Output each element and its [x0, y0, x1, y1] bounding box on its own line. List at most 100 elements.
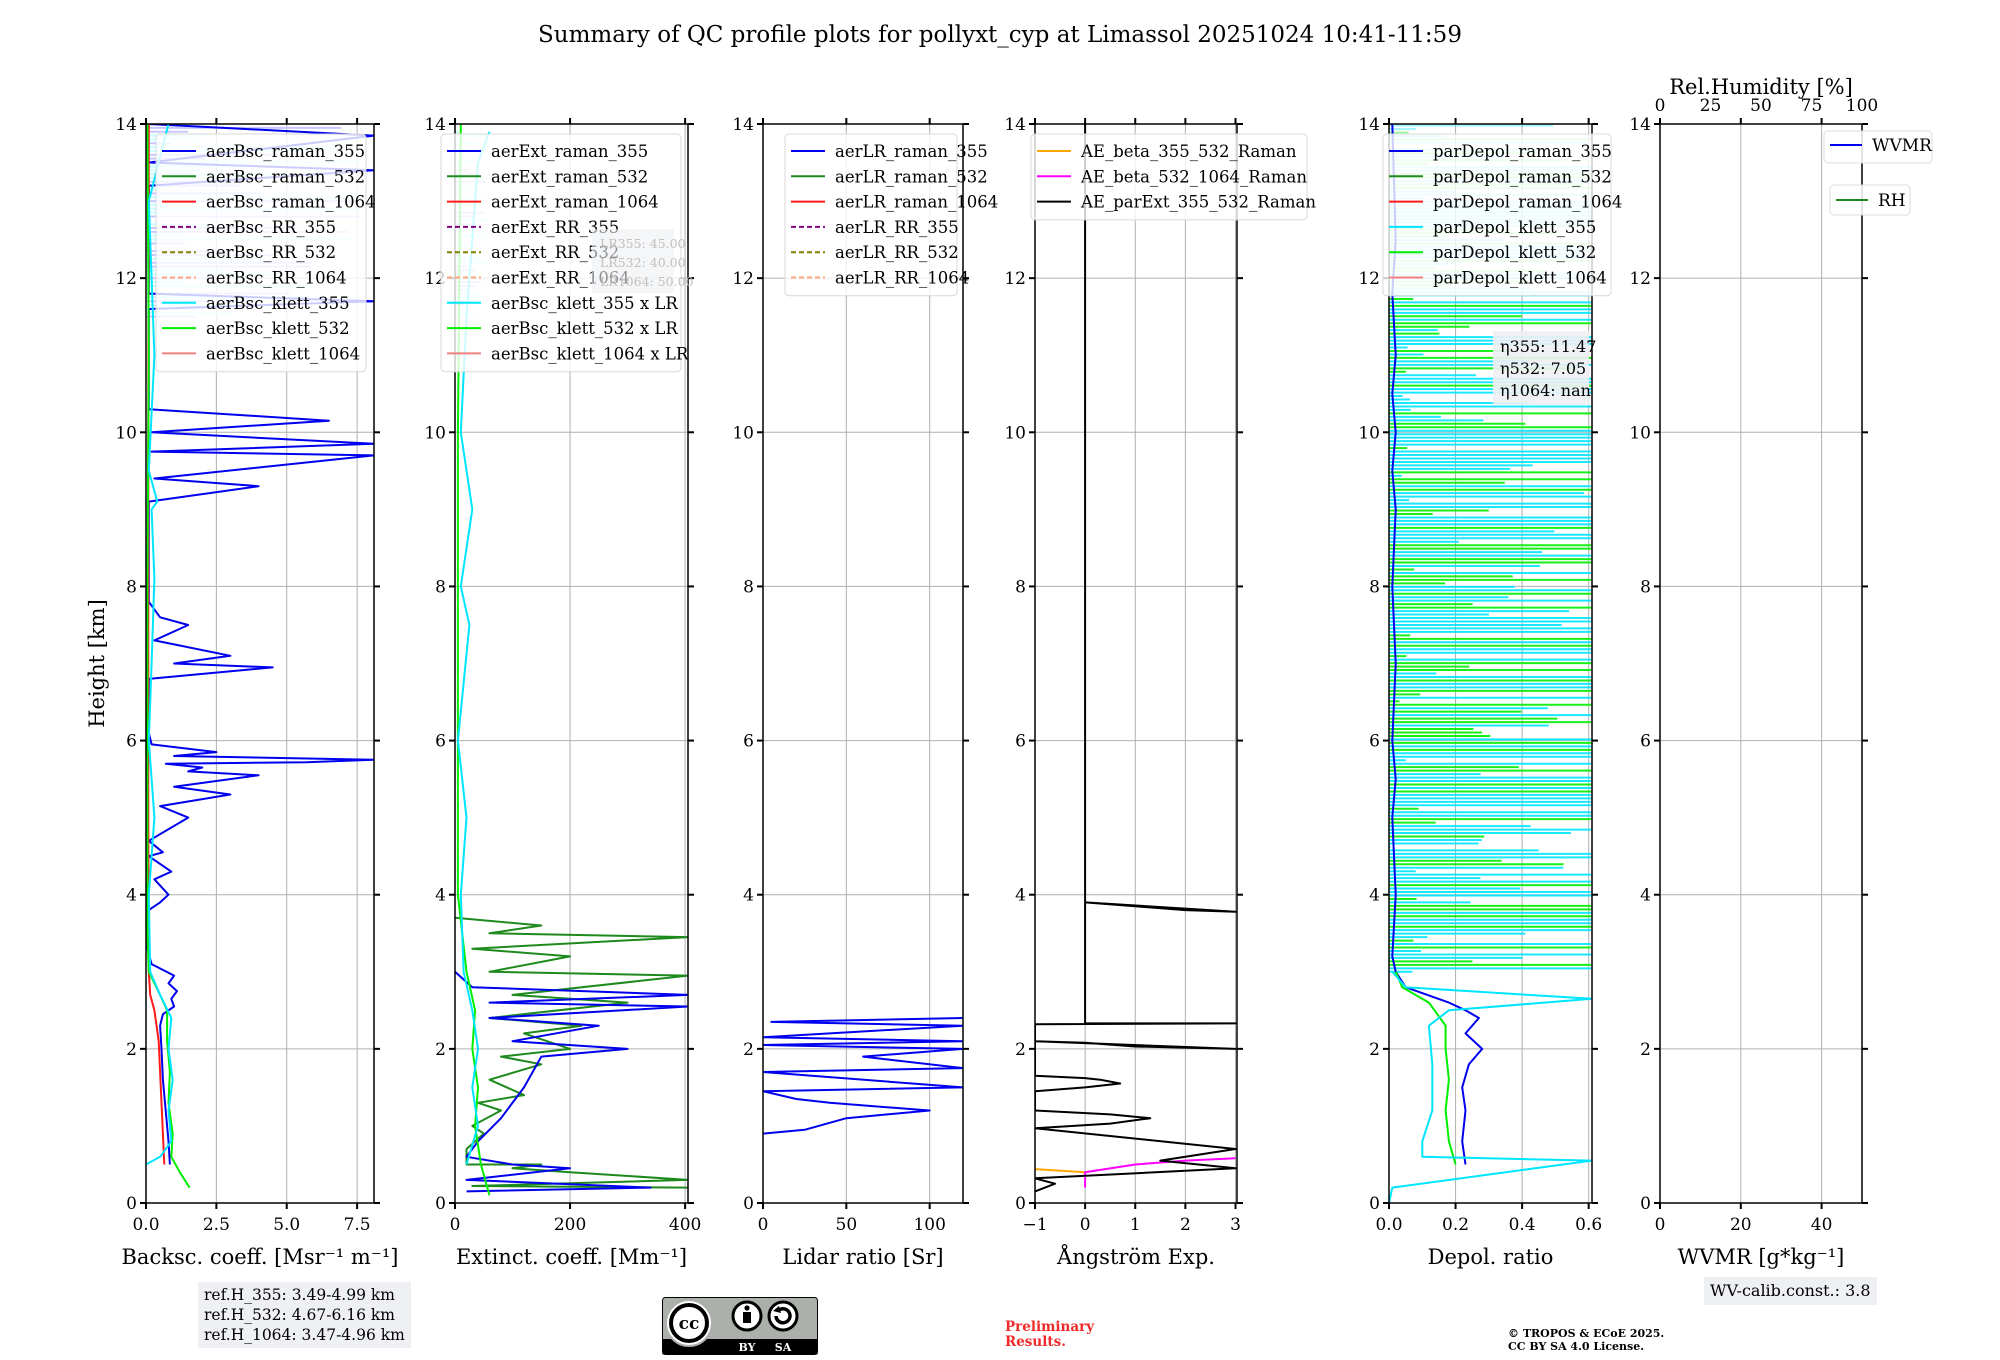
legend-label-2: aerBsc_raman_1064: [206, 193, 376, 212]
cc-by-sa-license-badge: cc BY SA: [662, 1297, 818, 1355]
legend-wvmr: WVMR: [1823, 130, 1933, 164]
x-tick-label: 0: [758, 1215, 769, 1235]
axes-frame: [762, 123, 964, 1204]
legend-label-0: AE_beta_355_532_Raman: [1080, 142, 1297, 161]
y-tick-label: 12: [115, 269, 137, 289]
y-tick-label: 6: [1369, 732, 1380, 752]
y-tick-label: 14: [115, 115, 137, 135]
eta-box-bg: [1493, 331, 1589, 405]
y-axis-label: Height [km]: [85, 599, 109, 728]
y-tick-label: 14: [424, 115, 446, 135]
x-tick-label: 400: [669, 1215, 701, 1235]
legend-label-1: parDepol_raman_532: [1433, 167, 1612, 186]
legend-box: [1030, 133, 1308, 221]
legend-label-0: aerBsc_raman_355: [206, 142, 365, 161]
x-tick-label: 5.0: [273, 1215, 300, 1235]
ref-height-355: ref.H_355: 3.49-4.99 km: [204, 1286, 395, 1304]
y-tick-label: 10: [424, 423, 446, 443]
series-aerBsc_raman_355: [146, 124, 374, 1165]
legend-label-0: aerLR_raman_355: [835, 142, 988, 161]
axes-frame: [1388, 123, 1593, 1204]
series-aerExt_raman_532: [455, 916, 688, 1189]
x-tick-label: 0: [450, 1215, 461, 1235]
series-aerBsc_klett_355: [146, 124, 174, 1166]
legend-label-2: parDepol_raman_1064: [1433, 193, 1622, 212]
legend-rh: RH: [1829, 184, 1911, 216]
y-tick-label: 2: [1015, 1040, 1026, 1060]
y-tick-label: 6: [743, 732, 754, 752]
preliminary-line-2: Results.: [1005, 1334, 1066, 1350]
legend-label-3: aerLR_RR_355: [835, 218, 959, 237]
series-aerBsc_klett_532 x LR: [456, 124, 491, 1196]
legend-box: [1829, 184, 1911, 216]
x-tick-label: −1: [1022, 1215, 1047, 1235]
lr-value-2: LR1064: 50.00: [600, 274, 694, 289]
legend-box: [1382, 133, 1612, 297]
legend-label-8: aerBsc_klett_1064: [206, 344, 360, 363]
legend-label-1: AE_beta_532_1064_Raman: [1080, 167, 1307, 186]
y-tick-label: 0: [743, 1194, 754, 1214]
legend-ae: AE_beta_355_532_Raman AE_beta_532_1064_Ra…: [1030, 133, 1316, 221]
eta-value-0: η355: 11.47: [1500, 337, 1596, 356]
top-tick-label: 100: [1846, 96, 1878, 116]
axes-frame: [1659, 123, 1863, 1204]
y-tick-label: 14: [1358, 115, 1380, 135]
top-tick-label: 75: [1801, 96, 1823, 116]
y-tick-label: 6: [435, 732, 446, 752]
y-tick-label: 6: [1015, 732, 1026, 752]
legend-label-1: aerExt_raman_532: [491, 167, 648, 186]
y-tick-label: 4: [126, 886, 137, 906]
series-AE_beta_355_532_Raman: [1035, 1168, 1086, 1174]
y-tick-label: 4: [743, 886, 754, 906]
legend-label-2: aerExt_raman_1064: [491, 193, 659, 212]
y-tick-label: 2: [1640, 1040, 1651, 1060]
plot-area-ae: [1035, 124, 1237, 1193]
legend-label-1: aerLR_raman_532: [835, 167, 988, 186]
y-tick-label: 2: [743, 1040, 754, 1060]
y-tick-label: 12: [732, 269, 754, 289]
legend-label-4: aerBsc_RR_532: [206, 243, 336, 262]
copyright-line-2: CC BY SA 4.0 License.: [1508, 1340, 1645, 1353]
y-tick-label: 0: [126, 1194, 137, 1214]
by-label: BY: [739, 1341, 756, 1354]
legend-label-6: aerBsc_klett_355 x LR: [491, 294, 678, 313]
legend-label-8: aerBsc_klett_1064 x LR: [491, 344, 689, 363]
panel-bsc: 0.0 2.5 5.0 7.5 0 2 4 6 8 10 12 14 Backsc. coeff. [M…: [115, 115, 398, 1269]
y-tick-label: 12: [1358, 269, 1380, 289]
series-parDepol_klett_355: [1389, 971, 1592, 1203]
x-axis-label: Lidar ratio [Sr]: [782, 1245, 943, 1269]
panel-lr: 0 50 100 0 2 4 6 8 10 12 14 Lidar ratio [Sr] aerLR_r…: [732, 115, 998, 1269]
series-aerExt_raman_355: [455, 971, 688, 1193]
x-axis-label: Ångström Exp.: [1056, 1244, 1215, 1269]
y-tick-label: 10: [1358, 423, 1380, 443]
y-tick-label: 8: [126, 577, 137, 597]
series-parDepol_klett_532: [1394, 971, 1457, 1165]
y-tick-label: 0: [1640, 1194, 1651, 1214]
x-tick-label: 0.0: [132, 1215, 159, 1235]
figure-title: Summary of QC profile plots for pollyxt_…: [538, 22, 1462, 48]
series-aerLR_raman_355: [763, 1017, 963, 1135]
y-tick-label: 2: [435, 1040, 446, 1060]
legend-label-6: aerBsc_klett_355: [206, 294, 350, 313]
legend-label-5: aerLR_RR_1064: [835, 269, 969, 288]
legend-label-3: aerExt_RR_355: [491, 218, 619, 237]
legend-ext: aerExt_raman_355 aerExt_raman_532 aerExt_r…: [440, 133, 689, 373]
ref-height-box: ref.H_355: 3.49-4.99 km ref.H_532: 4.67-…: [198, 1282, 411, 1348]
series-parDepol_raman_355: [1391, 124, 1484, 1165]
x-axis-label: Depol. ratio: [1428, 1245, 1554, 1269]
legend-depol: parDepol_raman_355 parDepol_raman_532 parD…: [1382, 133, 1622, 297]
wv-calib-const: WV-calib.const.: 3.8: [1710, 1281, 1871, 1300]
wv-calib-box: WV-calib.const.: 3.8: [1704, 1277, 1877, 1305]
y-tick-label: 12: [1629, 269, 1651, 289]
top-tick-label: 50: [1750, 96, 1772, 116]
x-tick-label: 2: [1180, 1215, 1191, 1235]
ref-height-1064: ref.H_1064: 3.47-4.96 km: [204, 1326, 405, 1344]
lr-annotation-box: LR355: 45.00 LR532: 40.00 LR1064: 50.00: [592, 229, 694, 293]
x-tick-label: 7.5: [344, 1215, 371, 1235]
y-tick-label: 10: [115, 423, 137, 443]
y-tick-label: 12: [1004, 269, 1026, 289]
y-tick-label: 0: [435, 1194, 446, 1214]
top-tick-label: 25: [1700, 96, 1722, 116]
